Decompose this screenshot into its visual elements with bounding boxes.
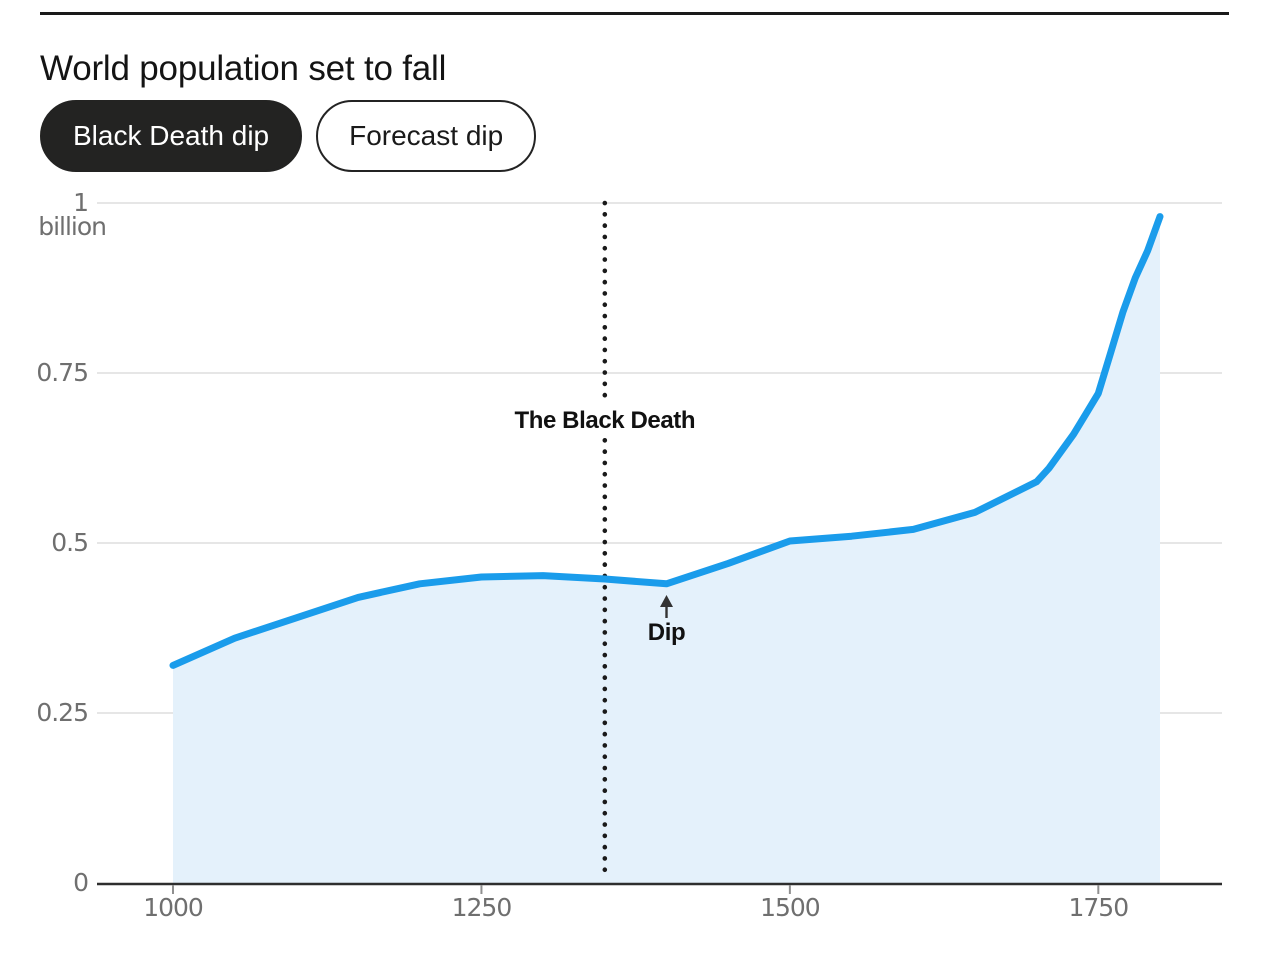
y-tick-label: 0.75 (36, 358, 88, 387)
vline-label-bg (512, 403, 697, 435)
top-rule (40, 12, 1229, 15)
black-death-label: The Black Death (514, 407, 695, 434)
y-tick-label: 0.25 (36, 698, 88, 727)
x-tick-label: 1500 (760, 893, 820, 922)
x-tick-label: 1750 (1069, 893, 1129, 922)
population-line (169, 213, 1164, 669)
y-tick-label: 1 (73, 188, 88, 217)
dip-label: Dip (648, 619, 685, 646)
toggle-black-death-dip[interactable]: Black Death dip (40, 100, 303, 172)
dip-arrow-head (660, 595, 673, 607)
x-tick-label: 1250 (452, 893, 512, 922)
y-tick-label: 0 (73, 868, 88, 897)
view-toggle-group: Black Death dip Forecast dip (40, 100, 537, 172)
toggle-forecast-dip[interactable]: Forecast dip (316, 100, 537, 172)
x-tick-label: 1000 (143, 893, 203, 922)
page-title: World population set to fall (40, 49, 447, 89)
area-fill (173, 216, 1160, 884)
y-unit-label: billion (38, 212, 106, 241)
y-tick-label: 0.5 (51, 528, 88, 557)
